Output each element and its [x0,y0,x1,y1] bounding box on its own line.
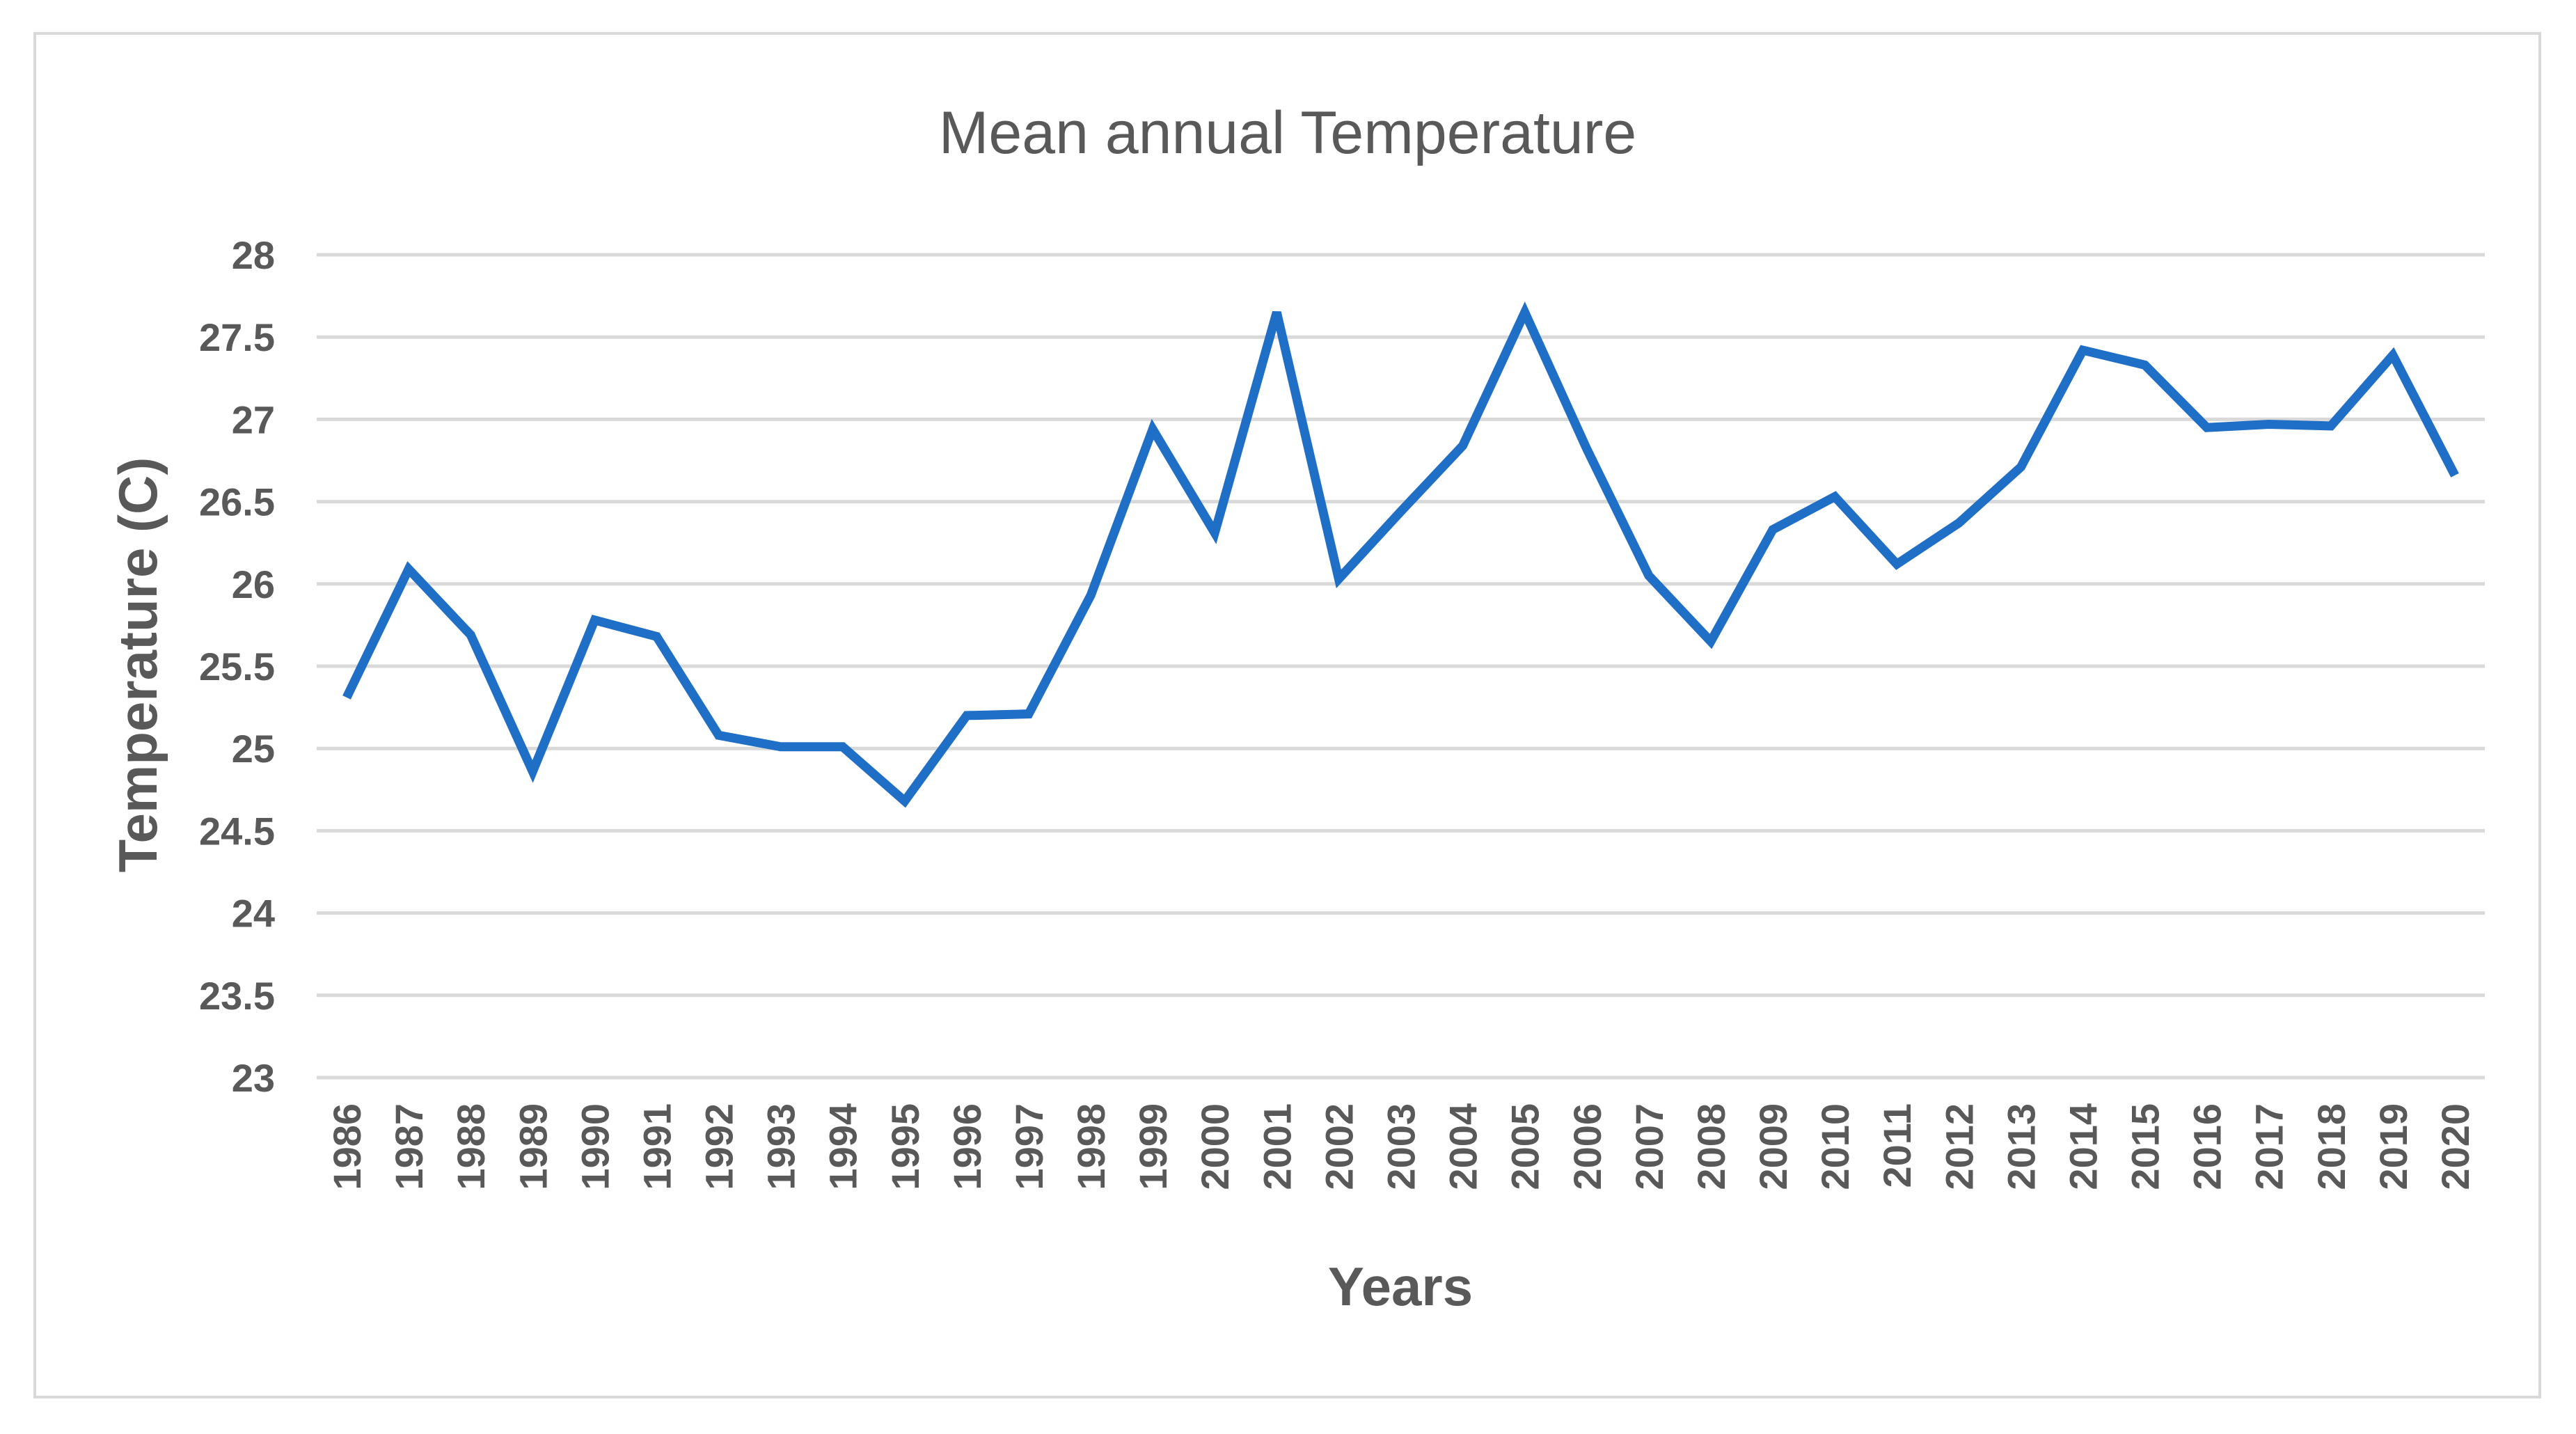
y-axis-ticks: 23 23.5 24 24.5 25 25.5 26 26.5 27 27.5 28 [199,233,275,1100]
x-tick-label: 1987 [387,1103,431,1190]
x-tick-label: 1992 [697,1103,741,1190]
x-tick-label: 2017 [2247,1103,2291,1190]
series-layer [342,301,2459,808]
chart-frame [33,32,2541,1398]
x-tick-label: 2016 [2186,1103,2229,1190]
y-tick-label: 26.5 [199,480,275,524]
x-tick-label: 2004 [1441,1103,1485,1190]
x-tick-label: 2015 [2124,1103,2167,1190]
x-tick-label: 1997 [1007,1103,1051,1190]
x-tick-label: 1993 [759,1103,803,1190]
x-tick-label: 1994 [821,1103,865,1190]
x-tick-label: 2010 [1813,1103,1857,1190]
y-tick-label: 23 [232,1056,275,1100]
x-tick-label: 1995 [883,1103,927,1190]
x-tick-label: 2007 [1627,1103,1671,1190]
x-tick-label: 2008 [1689,1103,1733,1190]
x-tick-label: 2006 [1565,1103,1609,1190]
y-tick-label: 24 [232,892,275,936]
x-tick-label: 2011 [1875,1103,1919,1188]
y-tick-label: 25.5 [199,645,275,688]
x-tick-label: 2000 [1193,1103,1237,1190]
gridlines [317,253,2485,1080]
x-tick-label: 2012 [1937,1103,1981,1190]
y-tick-label: 28 [232,233,275,277]
x-axis-ticks: 1986 1987 1988 1989 1990 1991 1992 1993 1994 1995… [325,1103,2477,1190]
x-tick-label: 1998 [1069,1103,1113,1190]
x-tick-label: 2003 [1380,1103,1423,1190]
y-tick-label: 23.5 [199,974,275,1018]
x-tick-label: 2005 [1503,1103,1547,1190]
y-tick-label: 26 [232,562,275,606]
x-tick-label: 2002 [1317,1103,1361,1190]
x-tick-label: 1988 [449,1103,493,1190]
y-tick-label: 25 [232,727,275,771]
x-tick-label: 1986 [325,1103,369,1190]
y-tick-label: 27.5 [199,315,275,359]
x-tick-label: 2018 [2309,1103,2353,1190]
y-axis-label: Temperature (C) [107,457,168,873]
y-tick-label: 24.5 [199,809,275,853]
x-tick-label: 1989 [511,1103,555,1190]
series-line [342,301,2459,808]
x-axis-label: Years [1328,1256,1473,1317]
x-tick-label: 2019 [2371,1103,2415,1190]
x-tick-label: 2014 [2061,1103,2105,1190]
y-tick-label: 27 [232,397,275,441]
x-tick-label: 2009 [1751,1103,1795,1190]
x-tick-label: 1999 [1131,1103,1175,1190]
x-tick-label: 2013 [1999,1103,2043,1190]
x-tick-label: 1990 [573,1103,617,1190]
x-tick-label: 1996 [945,1103,989,1190]
x-tick-label: 2001 [1255,1103,1299,1190]
chart-title: Mean annual Temperature [939,100,1636,166]
x-tick-label: 1991 [635,1103,679,1190]
x-tick-label: 2020 [2433,1103,2477,1190]
